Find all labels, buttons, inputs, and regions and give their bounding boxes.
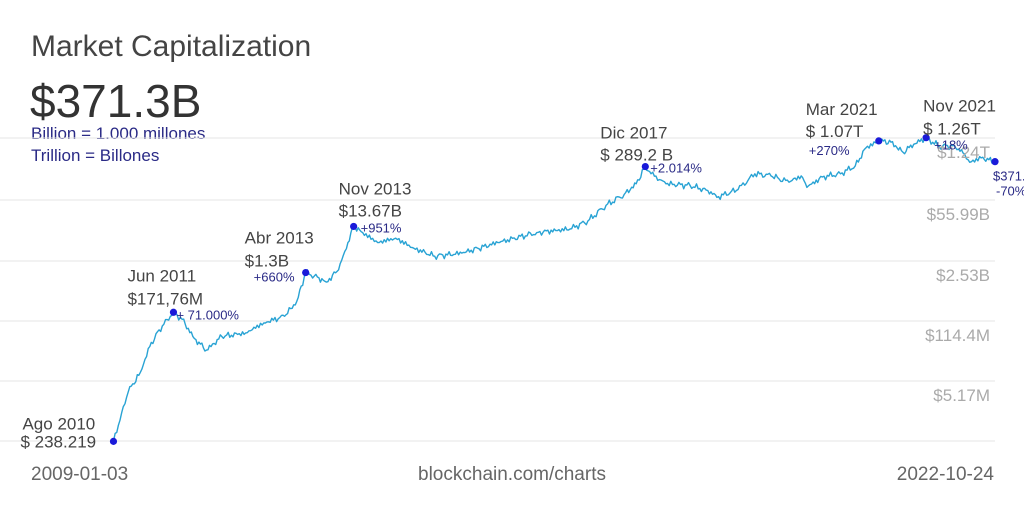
series-line xyxy=(112,136,996,442)
y-tick-label: $2.53B xyxy=(936,266,990,285)
annotation-date-abr-2013: Abr 2013 xyxy=(245,229,314,248)
start-date-label: 2009-01-03 xyxy=(31,464,129,485)
annotation-change-current: -70% xyxy=(996,184,1024,199)
marker-abr-2013 xyxy=(302,268,310,277)
annotation-date-jun-2011: Jun 2011 xyxy=(127,266,196,285)
annotation-change-mar-2021: +270% xyxy=(809,143,850,158)
marker-ago-2010 xyxy=(109,437,118,445)
trillion-note: Trillion = Billones xyxy=(31,146,160,165)
annotation-date-nov-2013: Nov 2013 xyxy=(339,179,412,198)
annotation-amount-ago-2010: $ 238.219 xyxy=(20,432,96,451)
annotation-amount-mar-2021: $ 1.07T xyxy=(806,122,864,141)
annotation-date-ago-2010: Ago 2010 xyxy=(22,414,95,433)
annotation-date-dic-2017: Dic 2017 xyxy=(600,124,667,143)
annotation-change-abr-2013: +660% xyxy=(254,270,295,285)
y-tick-label: $1.24T xyxy=(937,143,990,162)
annotation-change-jun-2011: + 71.000% xyxy=(176,307,239,322)
marker-nov-2013 xyxy=(350,222,358,231)
y-tick-label: $55.99B xyxy=(927,205,990,224)
chart-title: Market Capitalization xyxy=(31,30,312,63)
annotation-date-mar-2021: Mar 2021 xyxy=(806,100,878,119)
annotation-amount-nov-2021: $ 1.26T xyxy=(923,120,981,139)
marker-nov-2021 xyxy=(922,134,930,142)
annotation-amount-abr-2013: $1.3B xyxy=(245,252,289,271)
annotation-amount-nov-2013: $13.67B xyxy=(339,201,402,220)
marker-mar-2021 xyxy=(875,137,883,145)
y-tick-label: $114.4M xyxy=(925,326,990,345)
annotation-change-nov-2021: +18% xyxy=(934,138,968,153)
annotation-change-dic-2017: +2.014% xyxy=(650,161,702,176)
marker-dic-2017 xyxy=(641,162,649,171)
annotation-layer: $5.17M $114.4M $2.53B $55.99B $1.24T Ago 2010… xyxy=(20,97,1024,452)
grid xyxy=(0,137,995,442)
end-date-label: 2022-10-24 xyxy=(896,464,994,485)
annotation-amount-jun-2011: $171,76M xyxy=(127,289,203,308)
marker-layer xyxy=(109,134,999,445)
series-line-layer xyxy=(112,136,996,442)
annotation-amount-dic-2017: $ 289.2 B xyxy=(600,146,673,165)
current-market-cap: $371.3B xyxy=(30,75,202,127)
marker-jun-2011 xyxy=(169,308,178,316)
source-link[interactable]: blockchain.com/charts xyxy=(418,464,606,485)
annotation-amount-current: $371.3B xyxy=(993,169,1024,184)
annotation-change-nov-2013: +951% xyxy=(361,220,402,235)
marker-current xyxy=(991,158,999,166)
y-tick-label: $5.17M xyxy=(933,386,990,405)
annotation-date-nov-2021: Nov 2021 xyxy=(923,97,996,116)
